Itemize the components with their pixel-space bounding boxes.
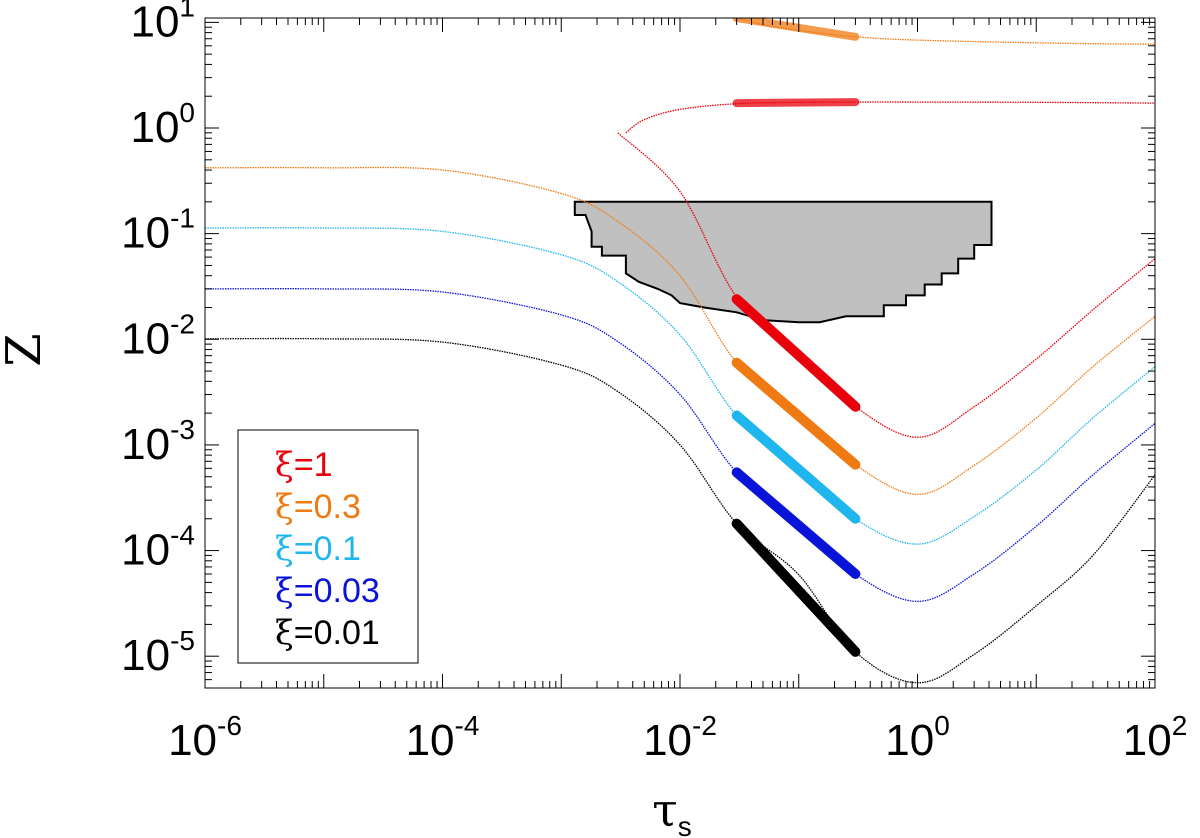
series-line-0 bbox=[617, 132, 1155, 438]
y-tick-label: 10-2 bbox=[121, 308, 195, 363]
highlight-segment-6 bbox=[732, 18, 860, 41]
highlight-segment-0 bbox=[731, 294, 861, 412]
x-tick-label: 100 bbox=[885, 710, 950, 765]
legend-item: ξ=0.03 bbox=[275, 571, 380, 611]
series-line-5 bbox=[205, 288, 1155, 603]
shaded-region bbox=[573, 200, 993, 324]
ticks-layer bbox=[204, 18, 1156, 688]
x-tick-label: 102 bbox=[1123, 710, 1188, 765]
highlight-segment-4 bbox=[731, 518, 861, 657]
x-axis-title-subscript: s bbox=[678, 811, 692, 838]
highlight-layer bbox=[731, 18, 861, 657]
shaded-region-layer bbox=[573, 200, 993, 324]
y-tick-label: 100 bbox=[130, 97, 195, 152]
legend-item: ξ=1 bbox=[275, 445, 333, 485]
series-line-2 bbox=[205, 166, 1155, 496]
y-tick-label: 101 bbox=[130, 0, 195, 46]
highlight-segment-5 bbox=[732, 98, 860, 108]
y-tick-label: 10-1 bbox=[121, 203, 195, 258]
series-line-3 bbox=[736, 18, 1155, 45]
legend-item: ξ=0.1 bbox=[275, 529, 361, 569]
y-tick-label: 10-4 bbox=[121, 520, 195, 575]
y-tick-label: 10-5 bbox=[121, 625, 195, 680]
x-tick-label: 10-2 bbox=[643, 710, 717, 765]
legend-item: ξ=0.01 bbox=[275, 613, 380, 653]
x-tick-label: 10-6 bbox=[168, 710, 242, 765]
x-axis-title: τs bbox=[652, 783, 691, 838]
y-axis-title: Z bbox=[0, 333, 52, 366]
x-tick-labels: 10-6 10-4 10-2 100 102 bbox=[168, 710, 1187, 765]
highlight-segment-1 bbox=[731, 357, 861, 470]
y-tick-labels: 10-5 10-4 10-3 10-2 10-1 100 101 bbox=[121, 0, 195, 680]
highlight-segment-3 bbox=[731, 467, 861, 579]
legend: ξ=1ξ=0.3ξ=0.1ξ=0.03ξ=0.01 bbox=[237, 429, 419, 664]
legend-item: ξ=0.3 bbox=[275, 487, 361, 527]
x-tick-label: 10-4 bbox=[406, 710, 480, 765]
highlight-segment-2 bbox=[731, 410, 861, 524]
legend-box bbox=[237, 429, 419, 664]
y-tick-label: 10-3 bbox=[121, 414, 195, 469]
